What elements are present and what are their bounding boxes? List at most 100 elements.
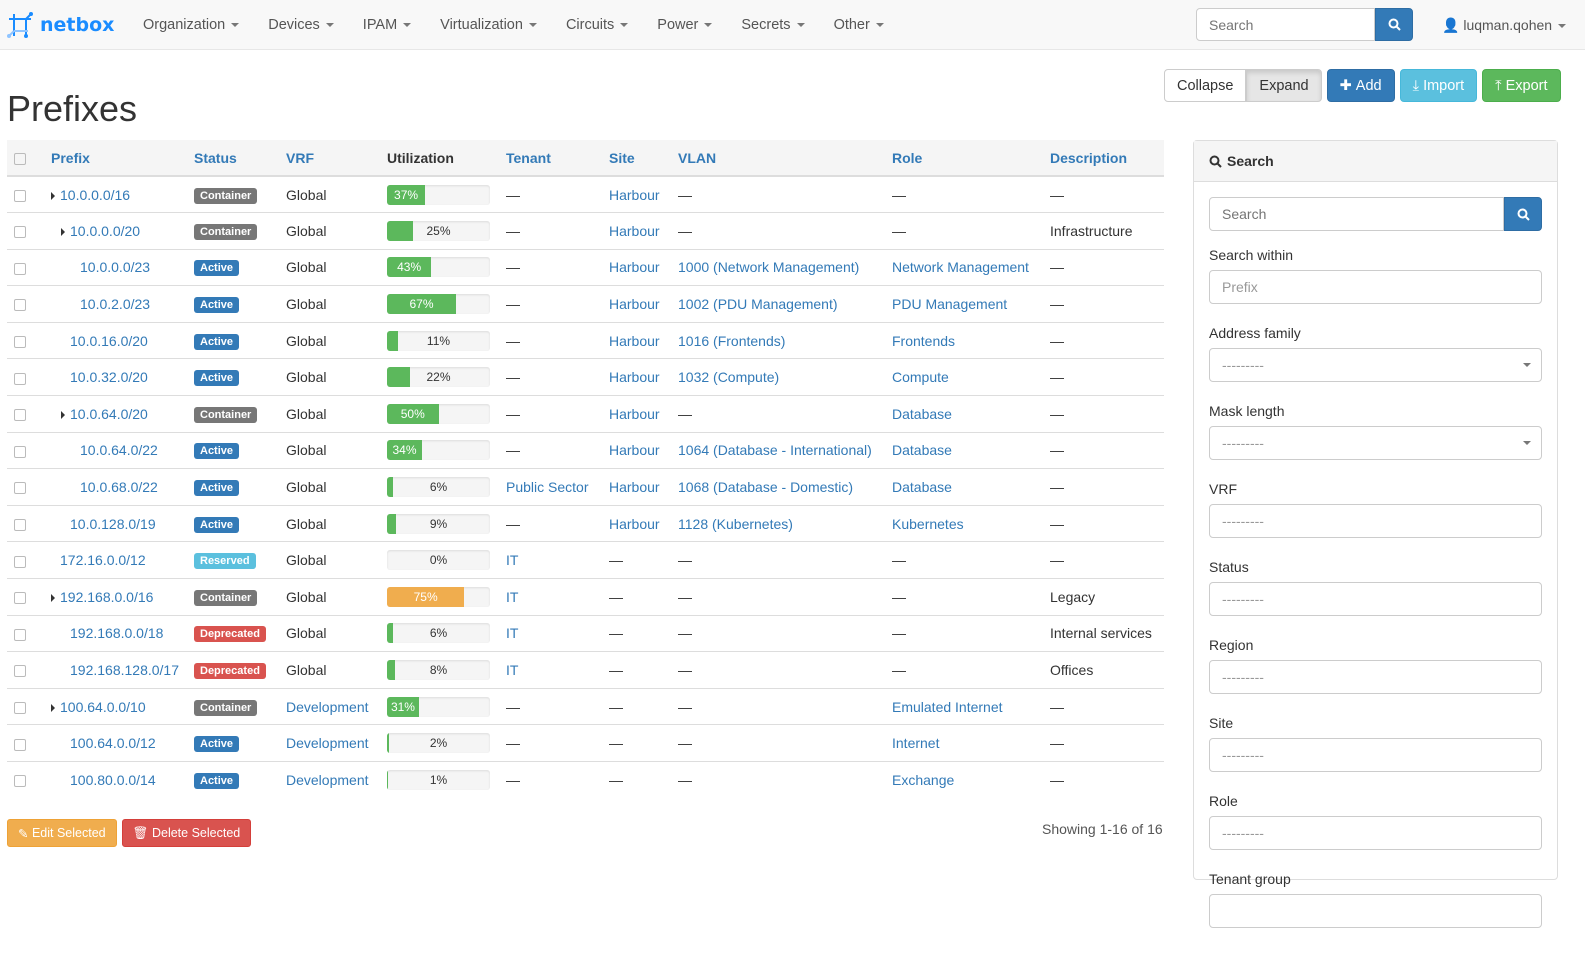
site-value[interactable]: Harbour bbox=[609, 296, 660, 313]
filter-vrf-input[interactable]: --------- bbox=[1209, 504, 1542, 538]
nav-menu-other[interactable]: Other bbox=[834, 17, 884, 33]
row-checkbox[interactable] bbox=[14, 555, 26, 568]
prefix-link[interactable]: 10.0.0.0/23 bbox=[80, 259, 151, 276]
panel-search-button[interactable] bbox=[1504, 197, 1542, 231]
expand-toggle-icon[interactable] bbox=[61, 411, 65, 420]
row-checkbox[interactable] bbox=[14, 226, 26, 239]
row-checkbox[interactable] bbox=[14, 738, 26, 751]
role-value[interactable]: Kubernetes bbox=[892, 515, 964, 532]
nav-menu-circuits[interactable]: Circuits bbox=[566, 17, 629, 33]
site-value[interactable]: Harbour bbox=[609, 442, 660, 459]
row-checkbox[interactable] bbox=[14, 445, 26, 458]
filter-site-input[interactable]: --------- bbox=[1209, 738, 1542, 772]
column-header-status[interactable]: Status bbox=[194, 140, 286, 177]
expand-toggle-icon[interactable] bbox=[61, 228, 65, 237]
row-checkbox[interactable] bbox=[14, 189, 26, 202]
expand-button[interactable]: Expand bbox=[1246, 69, 1322, 102]
prefix-link[interactable]: 10.0.0.0/20 bbox=[70, 222, 141, 239]
row-checkbox[interactable] bbox=[14, 701, 26, 714]
role-value[interactable]: PDU Management bbox=[892, 296, 1008, 313]
prefix-link[interactable]: 10.0.128.0/19 bbox=[70, 515, 156, 532]
role-value[interactable]: Database bbox=[892, 479, 952, 496]
vlan-value[interactable]: 1064 (Database - International) bbox=[678, 442, 872, 459]
role-value[interactable]: Emulated Internet bbox=[892, 698, 1003, 715]
prefix-link[interactable]: 10.0.64.0/20 bbox=[70, 405, 148, 422]
role-value[interactable]: Exchange bbox=[892, 772, 955, 789]
tenant-value[interactable]: IT bbox=[506, 552, 519, 569]
row-checkbox[interactable] bbox=[14, 372, 26, 385]
column-header-vlan[interactable]: VLAN bbox=[678, 140, 892, 177]
vlan-value[interactable]: 1032 (Compute) bbox=[678, 369, 780, 386]
add-button[interactable]: ✚ Add bbox=[1326, 69, 1395, 102]
prefix-link[interactable]: 100.64.0.0/12 bbox=[70, 735, 156, 752]
navbar-search-input[interactable] bbox=[1196, 8, 1375, 41]
site-value[interactable]: Harbour bbox=[609, 332, 660, 349]
row-checkbox[interactable] bbox=[14, 262, 26, 275]
expand-toggle-icon[interactable] bbox=[51, 191, 55, 200]
user-menu[interactable]: 👤 luqman.qohen bbox=[1442, 17, 1567, 34]
panel-search-input[interactable] bbox=[1209, 197, 1504, 231]
column-header-site[interactable]: Site bbox=[609, 140, 678, 177]
site-value[interactable]: Harbour bbox=[609, 515, 660, 532]
prefix-link[interactable]: 10.0.32.0/20 bbox=[70, 369, 148, 386]
row-checkbox[interactable] bbox=[14, 335, 26, 348]
row-checkbox[interactable] bbox=[14, 518, 26, 531]
vlan-value[interactable]: 1016 (Frontends) bbox=[678, 332, 786, 349]
delete-selected-button[interactable]: 🗑 Delete Selected bbox=[121, 819, 252, 847]
filter-role-input[interactable]: --------- bbox=[1209, 816, 1542, 850]
nav-menu-organization[interactable]: Organization bbox=[143, 17, 240, 33]
column-header-prefix[interactable]: Prefix bbox=[51, 140, 194, 177]
prefix-link[interactable]: 10.0.16.0/20 bbox=[70, 332, 148, 349]
prefix-link[interactable]: 10.0.2.0/23 bbox=[80, 296, 151, 313]
role-value[interactable]: Database bbox=[892, 442, 952, 459]
column-header-vrf[interactable]: VRF bbox=[286, 140, 387, 177]
filter-region-input[interactable]: --------- bbox=[1209, 660, 1542, 694]
row-checkbox[interactable] bbox=[14, 628, 26, 641]
row-checkbox[interactable] bbox=[14, 592, 26, 605]
filter-mask-length-select[interactable]: --------- bbox=[1209, 426, 1542, 460]
nav-menu-ipam[interactable]: IPAM bbox=[363, 17, 412, 33]
vlan-value[interactable]: 1068 (Database - Domestic) bbox=[678, 479, 854, 496]
vlan-value[interactable]: 1002 (PDU Management) bbox=[678, 296, 838, 313]
filter-search-within-input[interactable]: Prefix bbox=[1209, 270, 1542, 304]
column-header-role[interactable]: Role bbox=[892, 140, 1050, 177]
navbar-search-button[interactable] bbox=[1375, 8, 1413, 41]
prefix-link[interactable]: 100.80.0.0/14 bbox=[70, 772, 156, 789]
site-value[interactable]: Harbour bbox=[609, 222, 660, 239]
vlan-value[interactable]: 1000 (Network Management) bbox=[678, 259, 860, 276]
export-button[interactable]: ⤒ Export bbox=[1482, 69, 1561, 102]
row-checkbox[interactable] bbox=[14, 409, 26, 422]
site-value[interactable]: Harbour bbox=[609, 369, 660, 386]
nav-menu-virtualization[interactable]: Virtualization bbox=[440, 17, 537, 33]
prefix-link[interactable]: 100.64.0.0/10 bbox=[60, 698, 146, 715]
site-value[interactable]: Harbour bbox=[609, 259, 660, 276]
nav-menu-power[interactable]: Power bbox=[657, 17, 713, 33]
vrf-value[interactable]: Development bbox=[286, 772, 369, 789]
row-checkbox[interactable] bbox=[14, 775, 26, 788]
import-button[interactable]: ⤓ Import bbox=[1399, 69, 1478, 102]
nav-menu-secrets[interactable]: Secrets bbox=[741, 17, 805, 33]
vrf-value[interactable]: Development bbox=[286, 735, 369, 752]
prefix-link[interactable]: 10.0.64.0/22 bbox=[80, 442, 158, 459]
role-value[interactable]: Compute bbox=[892, 369, 949, 386]
row-checkbox[interactable] bbox=[14, 665, 26, 678]
column-header-description[interactable]: Description bbox=[1050, 140, 1164, 177]
site-value[interactable]: Harbour bbox=[609, 405, 660, 422]
role-value[interactable]: Internet bbox=[892, 735, 940, 752]
tenant-value[interactable]: IT bbox=[506, 588, 519, 605]
expand-toggle-icon[interactable] bbox=[51, 594, 55, 603]
role-value[interactable]: Network Management bbox=[892, 259, 1029, 276]
expand-toggle-icon[interactable] bbox=[51, 703, 55, 712]
site-value[interactable]: Harbour bbox=[609, 479, 660, 496]
edit-selected-button[interactable]: ✎ Edit Selected bbox=[7, 819, 117, 847]
tenant-value[interactable]: IT bbox=[506, 625, 519, 642]
filter-address-family-select[interactable]: --------- bbox=[1209, 348, 1542, 382]
row-checkbox[interactable] bbox=[14, 482, 26, 495]
row-checkbox[interactable] bbox=[14, 299, 26, 312]
role-value[interactable]: Frontends bbox=[892, 332, 956, 349]
column-header-tenant[interactable]: Tenant bbox=[506, 140, 609, 177]
collapse-button[interactable]: Collapse bbox=[1164, 69, 1247, 102]
tenant-value[interactable]: Public Sector bbox=[506, 479, 589, 496]
site-value[interactable]: Harbour bbox=[609, 186, 660, 203]
prefix-link[interactable]: 10.0.68.0/22 bbox=[80, 479, 158, 496]
